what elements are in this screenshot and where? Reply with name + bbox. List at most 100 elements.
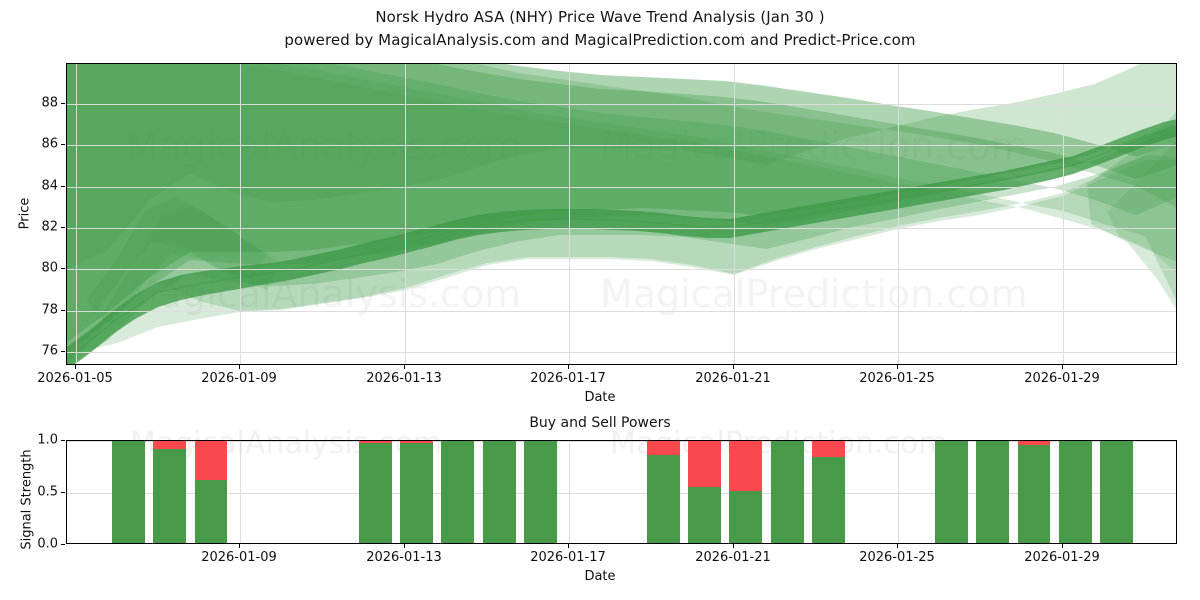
ytick-0.5: 0.5 bbox=[37, 484, 58, 500]
buy-power-segment bbox=[770, 441, 804, 543]
ytickmark-86 bbox=[61, 144, 65, 146]
xtick-price-2: 2026-01-13 bbox=[366, 371, 442, 386]
xtick-signal-3: 2026-01-21 bbox=[695, 550, 771, 565]
signal-bar bbox=[935, 441, 969, 543]
ytick-0.0: 0.0 bbox=[37, 536, 58, 552]
signal-bars-layer bbox=[67, 441, 1176, 543]
sell-power-segment bbox=[1017, 441, 1051, 446]
signal-x-axis-label: Date bbox=[584, 569, 616, 584]
buy-power-segment bbox=[194, 479, 228, 543]
xtick-signal-5: 2026-01-29 bbox=[1024, 550, 1100, 565]
buy-power-segment bbox=[153, 449, 187, 543]
xtick-price-6: 2026-01-29 bbox=[1024, 371, 1100, 386]
xtick-signal-4: 2026-01-25 bbox=[859, 550, 935, 565]
sell-power-segment bbox=[400, 441, 434, 444]
signal-gridline-2026-01-25 bbox=[898, 441, 899, 543]
signal-bar bbox=[811, 441, 845, 543]
xtickmark-4 bbox=[733, 365, 734, 369]
signal-xtickmark-4 bbox=[897, 544, 898, 548]
buy-power-segment bbox=[112, 441, 146, 543]
wave-flare-upper-left bbox=[87, 197, 267, 314]
ytickmark-88 bbox=[61, 102, 65, 104]
signal-bar bbox=[112, 441, 146, 543]
xtickmark-6 bbox=[1062, 365, 1063, 369]
chart-subtitle: powered by MagicalAnalysis.com and Magic… bbox=[284, 31, 916, 49]
signal-bar bbox=[688, 441, 722, 543]
buy-power-segment bbox=[523, 441, 557, 543]
signal-bar bbox=[1017, 441, 1051, 543]
gridline-2026-01-09 bbox=[240, 64, 241, 364]
gridline-80 bbox=[67, 269, 1176, 271]
signal-xtickmark-1 bbox=[404, 544, 405, 548]
sell-power-segment bbox=[194, 441, 228, 480]
buy-power-segment bbox=[811, 456, 845, 543]
sell-power-segment bbox=[647, 441, 681, 455]
sell-power-segment bbox=[811, 441, 845, 457]
signal-xtickmark-5 bbox=[1062, 544, 1063, 548]
signal-bar bbox=[770, 441, 804, 543]
signal-gridline-2026-01-09 bbox=[240, 441, 241, 543]
price-chart-panel bbox=[66, 63, 1177, 365]
ytickmark-84 bbox=[61, 185, 65, 187]
xtickmark-5 bbox=[897, 365, 898, 369]
signal-xtickmark-3 bbox=[733, 544, 734, 548]
wave-center-line bbox=[67, 127, 1176, 360]
price-x-axis-label: Date bbox=[584, 390, 616, 405]
xtick-signal-0: 2026-01-09 bbox=[201, 550, 277, 565]
xtick-signal-1: 2026-01-13 bbox=[366, 550, 442, 565]
buy-power-segment bbox=[400, 443, 434, 543]
gridline-86 bbox=[67, 145, 1176, 147]
gridline-76 bbox=[67, 352, 1176, 354]
signal-y-axis-label: Signal Strength bbox=[19, 449, 35, 550]
signal-bar bbox=[153, 441, 187, 543]
signal-bar bbox=[400, 441, 434, 543]
signal-bar bbox=[729, 441, 763, 543]
buy-power-segment bbox=[935, 441, 969, 543]
buy-power-segment bbox=[1017, 445, 1051, 543]
signal-bar bbox=[523, 441, 557, 543]
wave-band-b5 bbox=[67, 64, 1176, 269]
sell-power-segment bbox=[359, 441, 393, 444]
gridline-2026-01-13 bbox=[405, 64, 406, 364]
ytickmark-82 bbox=[61, 226, 65, 228]
signal-ytickmark-0.5 bbox=[61, 492, 65, 493]
signal-chart-panel bbox=[66, 440, 1177, 544]
wave-flare-upper-left-2 bbox=[101, 206, 281, 326]
gridline-84 bbox=[67, 186, 1176, 188]
ytick-76: 76 bbox=[41, 343, 58, 359]
buy-power-segment bbox=[688, 486, 722, 543]
wave-flare-right bbox=[1087, 112, 1176, 309]
signal-ytickmark-1 bbox=[61, 440, 65, 441]
signal-gridline-0.5 bbox=[67, 493, 1176, 494]
xtickmark-1 bbox=[239, 365, 240, 369]
gridline-88 bbox=[67, 103, 1176, 105]
xtickmark-2 bbox=[404, 365, 405, 369]
ytickmark-78 bbox=[61, 309, 65, 311]
signal-bar bbox=[1058, 441, 1092, 543]
ytick-88: 88 bbox=[41, 95, 58, 111]
buy-power-segment bbox=[1058, 441, 1092, 543]
price-y-axis: 88 86 84 82 80 78 76 bbox=[6, 63, 58, 365]
buy-power-segment bbox=[647, 454, 681, 543]
sell-power-segment bbox=[153, 441, 187, 450]
signal-bar bbox=[1099, 441, 1133, 543]
signal-bar bbox=[194, 441, 228, 543]
signal-chart-title: Buy and Sell Powers bbox=[529, 415, 671, 431]
signal-bar bbox=[976, 441, 1010, 543]
xtick-price-4: 2026-01-21 bbox=[695, 371, 771, 386]
signal-plot-area bbox=[67, 441, 1176, 543]
price-plot-area bbox=[67, 64, 1176, 364]
ytick-84: 84 bbox=[41, 178, 58, 193]
ytickmark-80 bbox=[61, 268, 65, 270]
xtick-signal-2: 2026-01-17 bbox=[530, 550, 606, 565]
gridline-78 bbox=[67, 310, 1176, 312]
buy-power-segment bbox=[1099, 441, 1133, 543]
ytick-78: 78 bbox=[41, 302, 58, 318]
sell-power-segment bbox=[729, 441, 763, 491]
buy-power-segment bbox=[359, 443, 393, 543]
ytick-82: 82 bbox=[41, 219, 58, 235]
xtick-price-1: 2026-01-09 bbox=[201, 371, 277, 386]
gridline-2026-01-17 bbox=[569, 64, 570, 364]
signal-bar bbox=[441, 441, 475, 543]
